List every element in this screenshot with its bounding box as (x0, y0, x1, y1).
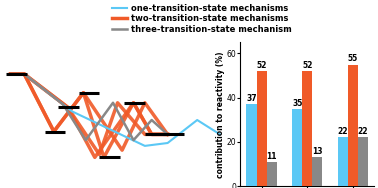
Bar (348, 64, 358, 186)
Bar (338, 137, 348, 186)
Bar (312, 157, 322, 186)
Bar (257, 71, 266, 186)
Text: 11: 11 (266, 152, 277, 161)
Bar (266, 162, 277, 186)
Text: 52: 52 (302, 61, 313, 70)
Y-axis label: contribution to reactivity (%): contribution to reactivity (%) (216, 51, 225, 177)
Bar (246, 104, 257, 186)
Bar (358, 137, 368, 186)
Text: 37: 37 (246, 94, 257, 103)
Legend: one-transition-state mechanisms, two-transition-state mechanisms, three-transiti: one-transition-state mechanisms, two-tra… (112, 4, 291, 33)
Text: 52: 52 (256, 61, 267, 70)
Text: 35: 35 (292, 99, 302, 108)
Bar (302, 71, 312, 186)
Text: 22: 22 (338, 127, 348, 136)
Text: 55: 55 (348, 54, 358, 63)
Text: 22: 22 (358, 127, 368, 136)
Bar (292, 109, 302, 186)
Text: 13: 13 (312, 147, 322, 156)
